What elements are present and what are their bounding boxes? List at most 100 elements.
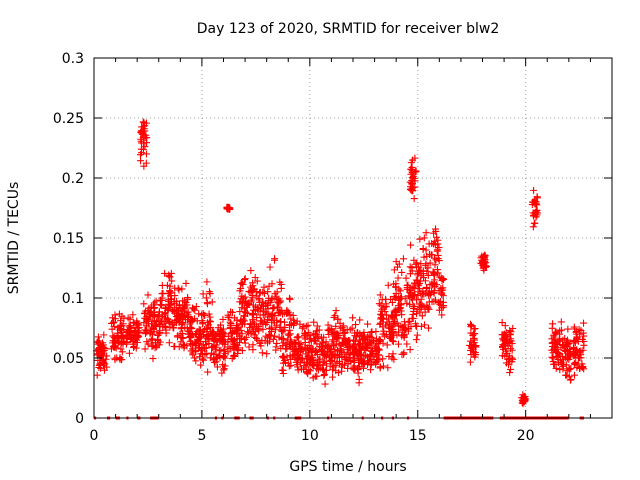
- data-point: [182, 279, 190, 287]
- data-point: [231, 314, 239, 322]
- data-point: [503, 349, 511, 357]
- data-point: [161, 269, 169, 277]
- data-point: [250, 320, 258, 328]
- data-point: [359, 364, 367, 372]
- data-point: [310, 318, 318, 326]
- data-point: [469, 346, 477, 354]
- data-point: [322, 367, 330, 375]
- data-point: [559, 341, 567, 349]
- data-point: [307, 356, 315, 364]
- data-point: [417, 322, 425, 330]
- data-point: [249, 301, 257, 309]
- data-point: [559, 365, 567, 373]
- data-point: [408, 187, 416, 195]
- data-point: [435, 244, 443, 252]
- data-point: [286, 336, 294, 344]
- data-point: [302, 363, 310, 371]
- data-point: [361, 344, 369, 352]
- data-point: [140, 300, 148, 308]
- data-point: [383, 341, 391, 349]
- data-point: [217, 346, 225, 354]
- data-point: [390, 266, 398, 274]
- data-point: [94, 333, 102, 341]
- data-point: [419, 267, 427, 275]
- data-point: [205, 310, 213, 318]
- data-point: [554, 359, 562, 367]
- data-point: [248, 311, 256, 319]
- data-point: [352, 321, 360, 329]
- data-point: [166, 301, 174, 309]
- data-point: [301, 329, 309, 337]
- data-point: [178, 334, 186, 342]
- data-point: [239, 280, 247, 288]
- data-point: [206, 323, 214, 331]
- data-point: [548, 324, 556, 332]
- data-point: [407, 241, 415, 249]
- data-point: [412, 168, 420, 176]
- x-axis-label: GPS time / hours: [289, 459, 406, 475]
- data-point: [285, 310, 293, 318]
- y-tick-label: 0: [75, 411, 84, 427]
- data-point: [425, 305, 433, 313]
- data-point: [255, 294, 263, 302]
- data-point: [155, 330, 163, 338]
- data-point: [198, 317, 206, 325]
- data-point: [431, 225, 439, 233]
- data-point: [151, 321, 159, 329]
- data-point: [269, 304, 277, 312]
- data-point: [216, 337, 224, 345]
- data-point: [141, 345, 149, 353]
- data-point: [143, 317, 151, 325]
- data-point: [144, 291, 152, 299]
- data-point: [278, 335, 286, 343]
- data-point: [378, 314, 386, 322]
- data-point: [437, 274, 445, 282]
- data-point: [501, 322, 509, 330]
- data-point: [146, 312, 154, 320]
- data-point: [99, 350, 107, 358]
- data-point: [285, 331, 293, 339]
- data-point: [408, 166, 416, 174]
- data-point: [252, 327, 260, 335]
- data-point: [400, 349, 408, 357]
- data-point: [521, 395, 529, 403]
- data-point: [466, 358, 474, 366]
- data-point: [563, 342, 571, 350]
- data-point: [165, 271, 173, 279]
- data-point: [422, 260, 430, 268]
- data-point: [310, 361, 318, 369]
- data-point: [572, 358, 580, 366]
- data-point: [399, 323, 407, 331]
- data-point: [123, 335, 131, 343]
- data-point: [403, 284, 411, 292]
- data-point: [404, 318, 412, 326]
- data-point: [420, 234, 428, 242]
- x-tick-label: 20: [517, 428, 535, 444]
- data-point: [98, 356, 106, 364]
- data-point: [382, 295, 390, 303]
- data-point: [408, 180, 416, 188]
- data-point: [113, 354, 121, 362]
- data-point: [213, 363, 221, 371]
- data-point: [144, 340, 152, 348]
- data-point: [138, 149, 146, 157]
- data-point: [205, 340, 213, 348]
- data-point: [168, 277, 176, 285]
- data-point: [533, 209, 541, 217]
- data-point: [210, 337, 218, 345]
- data-point: [395, 260, 403, 268]
- data-point: [467, 321, 475, 329]
- data-point: [268, 317, 276, 325]
- data-point: [313, 340, 321, 348]
- data-point: [384, 281, 392, 289]
- data-point: [269, 335, 277, 343]
- y-tick-label: 0.3: [62, 51, 84, 67]
- data-point: [367, 366, 375, 374]
- data-point: [320, 333, 328, 341]
- x-tick-label: 0: [90, 428, 99, 444]
- data-point: [202, 294, 210, 302]
- data-point: [164, 296, 172, 304]
- data-point: [433, 247, 441, 255]
- y-tick-label: 0.25: [53, 111, 84, 127]
- data-point: [411, 320, 419, 328]
